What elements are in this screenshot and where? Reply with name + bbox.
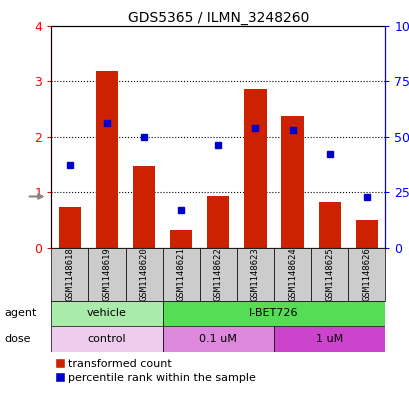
- Bar: [273, 248, 310, 301]
- Text: GSM1148622: GSM1148622: [213, 247, 222, 301]
- Legend: transformed count, percentile rank within the sample: transformed count, percentile rank withi…: [57, 359, 255, 383]
- Bar: [310, 248, 347, 301]
- Text: GSM1148621: GSM1148621: [176, 247, 185, 301]
- Text: dose: dose: [4, 334, 31, 344]
- Bar: [347, 248, 384, 301]
- Bar: [88, 248, 125, 301]
- Bar: [125, 248, 162, 301]
- Text: 1 uM: 1 uM: [315, 334, 342, 344]
- Text: GSM1148623: GSM1148623: [250, 247, 259, 301]
- Bar: [273, 326, 384, 352]
- Bar: [51, 248, 88, 301]
- Bar: [355, 220, 377, 248]
- Text: agent: agent: [4, 309, 36, 318]
- Text: GSM1148620: GSM1148620: [139, 247, 148, 301]
- Bar: [162, 248, 199, 301]
- Bar: [281, 116, 303, 248]
- Bar: [133, 166, 155, 248]
- Text: vehicle: vehicle: [87, 309, 126, 318]
- Bar: [58, 207, 81, 248]
- Bar: [244, 89, 266, 248]
- Bar: [199, 248, 236, 301]
- Bar: [207, 196, 229, 248]
- Bar: [170, 230, 192, 248]
- Text: GSM1148624: GSM1148624: [288, 247, 297, 301]
- Bar: [96, 71, 118, 248]
- Bar: [51, 326, 162, 352]
- Text: GSM1148625: GSM1148625: [324, 247, 333, 301]
- Text: GSM1148619: GSM1148619: [102, 247, 111, 301]
- Title: GDS5365 / ILMN_3248260: GDS5365 / ILMN_3248260: [127, 11, 308, 24]
- Text: control: control: [88, 334, 126, 344]
- Bar: [162, 326, 273, 352]
- Text: 0.1 uM: 0.1 uM: [199, 334, 237, 344]
- Text: GSM1148626: GSM1148626: [362, 247, 371, 301]
- Bar: [318, 202, 340, 248]
- Bar: [236, 248, 273, 301]
- Bar: [51, 301, 162, 326]
- Text: GSM1148618: GSM1148618: [65, 247, 74, 301]
- Text: I-BET726: I-BET726: [249, 309, 298, 318]
- Bar: [162, 301, 384, 326]
